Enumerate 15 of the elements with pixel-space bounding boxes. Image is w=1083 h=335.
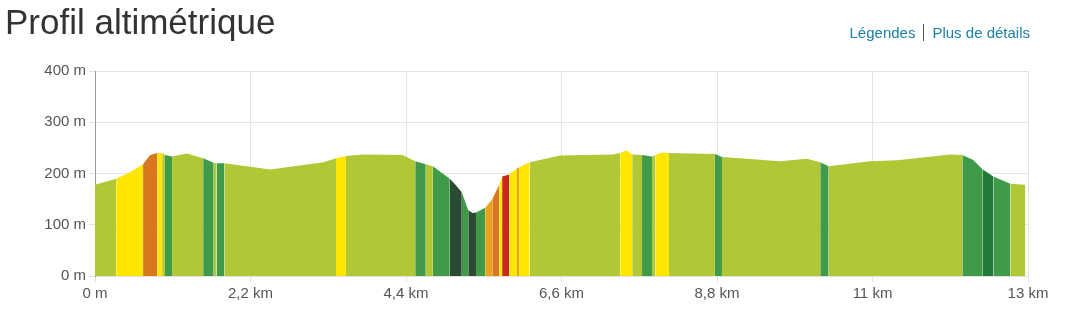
x-tick-label: 4,4 km: [383, 284, 429, 302]
y-tick-label: 300 m: [44, 112, 86, 130]
y-tick-label: 0 m: [60, 266, 86, 284]
x-tick-label: 8,8 km: [694, 284, 740, 302]
y-tick-label: 200 m: [44, 163, 86, 181]
x-tick-label: 0 m: [82, 284, 108, 302]
chart-title: Profil altimétrique: [5, 2, 276, 42]
text: Plus de détails: [923, 24, 1038, 41]
x-tick-label: 11 km: [852, 284, 893, 302]
x-tick-label: 13 km: [1007, 284, 1049, 302]
y-tick-label: 100 m: [44, 214, 86, 232]
y-tick-label: 400 m: [44, 61, 86, 79]
text: Légendes: [848, 24, 917, 41]
x-tick-label: 6,6 km: [538, 284, 585, 302]
x-tick-label: 2,2 km: [227, 284, 274, 302]
